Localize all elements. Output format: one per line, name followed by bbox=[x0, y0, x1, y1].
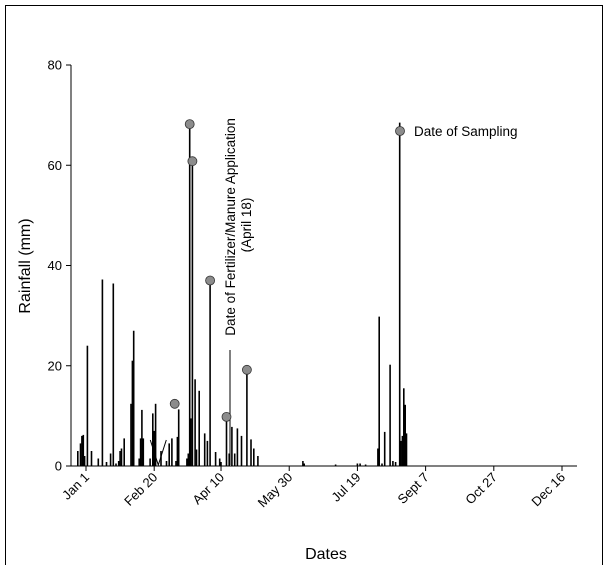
sampling-point bbox=[184, 119, 195, 129]
x-axis-title: Dates bbox=[305, 546, 347, 563]
y-axis-title: Rainfall (mm) bbox=[17, 218, 34, 313]
sampling-point bbox=[169, 398, 180, 409]
y-tick-label: 80 bbox=[48, 58, 62, 73]
sampling-point bbox=[241, 364, 252, 375]
y-tick-label: 20 bbox=[48, 358, 62, 373]
x-tick-label: Dec 16 bbox=[528, 470, 568, 510]
x-tick-label: Feb 20 bbox=[121, 470, 160, 509]
x-tick-label: Apr 10 bbox=[189, 470, 227, 508]
legend-marker bbox=[395, 126, 405, 136]
sampling-point bbox=[187, 156, 198, 167]
chart-frame bbox=[5, 5, 603, 565]
annotation-arrow bbox=[149, 439, 167, 467]
sampling-point bbox=[205, 275, 216, 286]
x-tick-label: Oct 27 bbox=[462, 470, 500, 508]
x-tick-label: Jan 1 bbox=[59, 470, 92, 503]
annotation-line-1: Date of Fertilizer/Manure Application bbox=[223, 118, 238, 336]
y-tick-label: 60 bbox=[48, 158, 62, 173]
y-tick-label: 40 bbox=[48, 258, 62, 273]
annotation-label: Date of Fertilizer/Manure Application (A… bbox=[223, 114, 254, 335]
sampling-point bbox=[221, 411, 232, 422]
annotation-line-2: (April 18) bbox=[239, 198, 254, 253]
legend-label: Date of Sampling bbox=[414, 124, 518, 139]
x-tick-label: Jul 19 bbox=[328, 470, 363, 505]
y-tick-label: 0 bbox=[55, 459, 62, 474]
x-tick-label: May 30 bbox=[255, 470, 296, 511]
x-tick-label: Sept 7 bbox=[395, 470, 432, 507]
